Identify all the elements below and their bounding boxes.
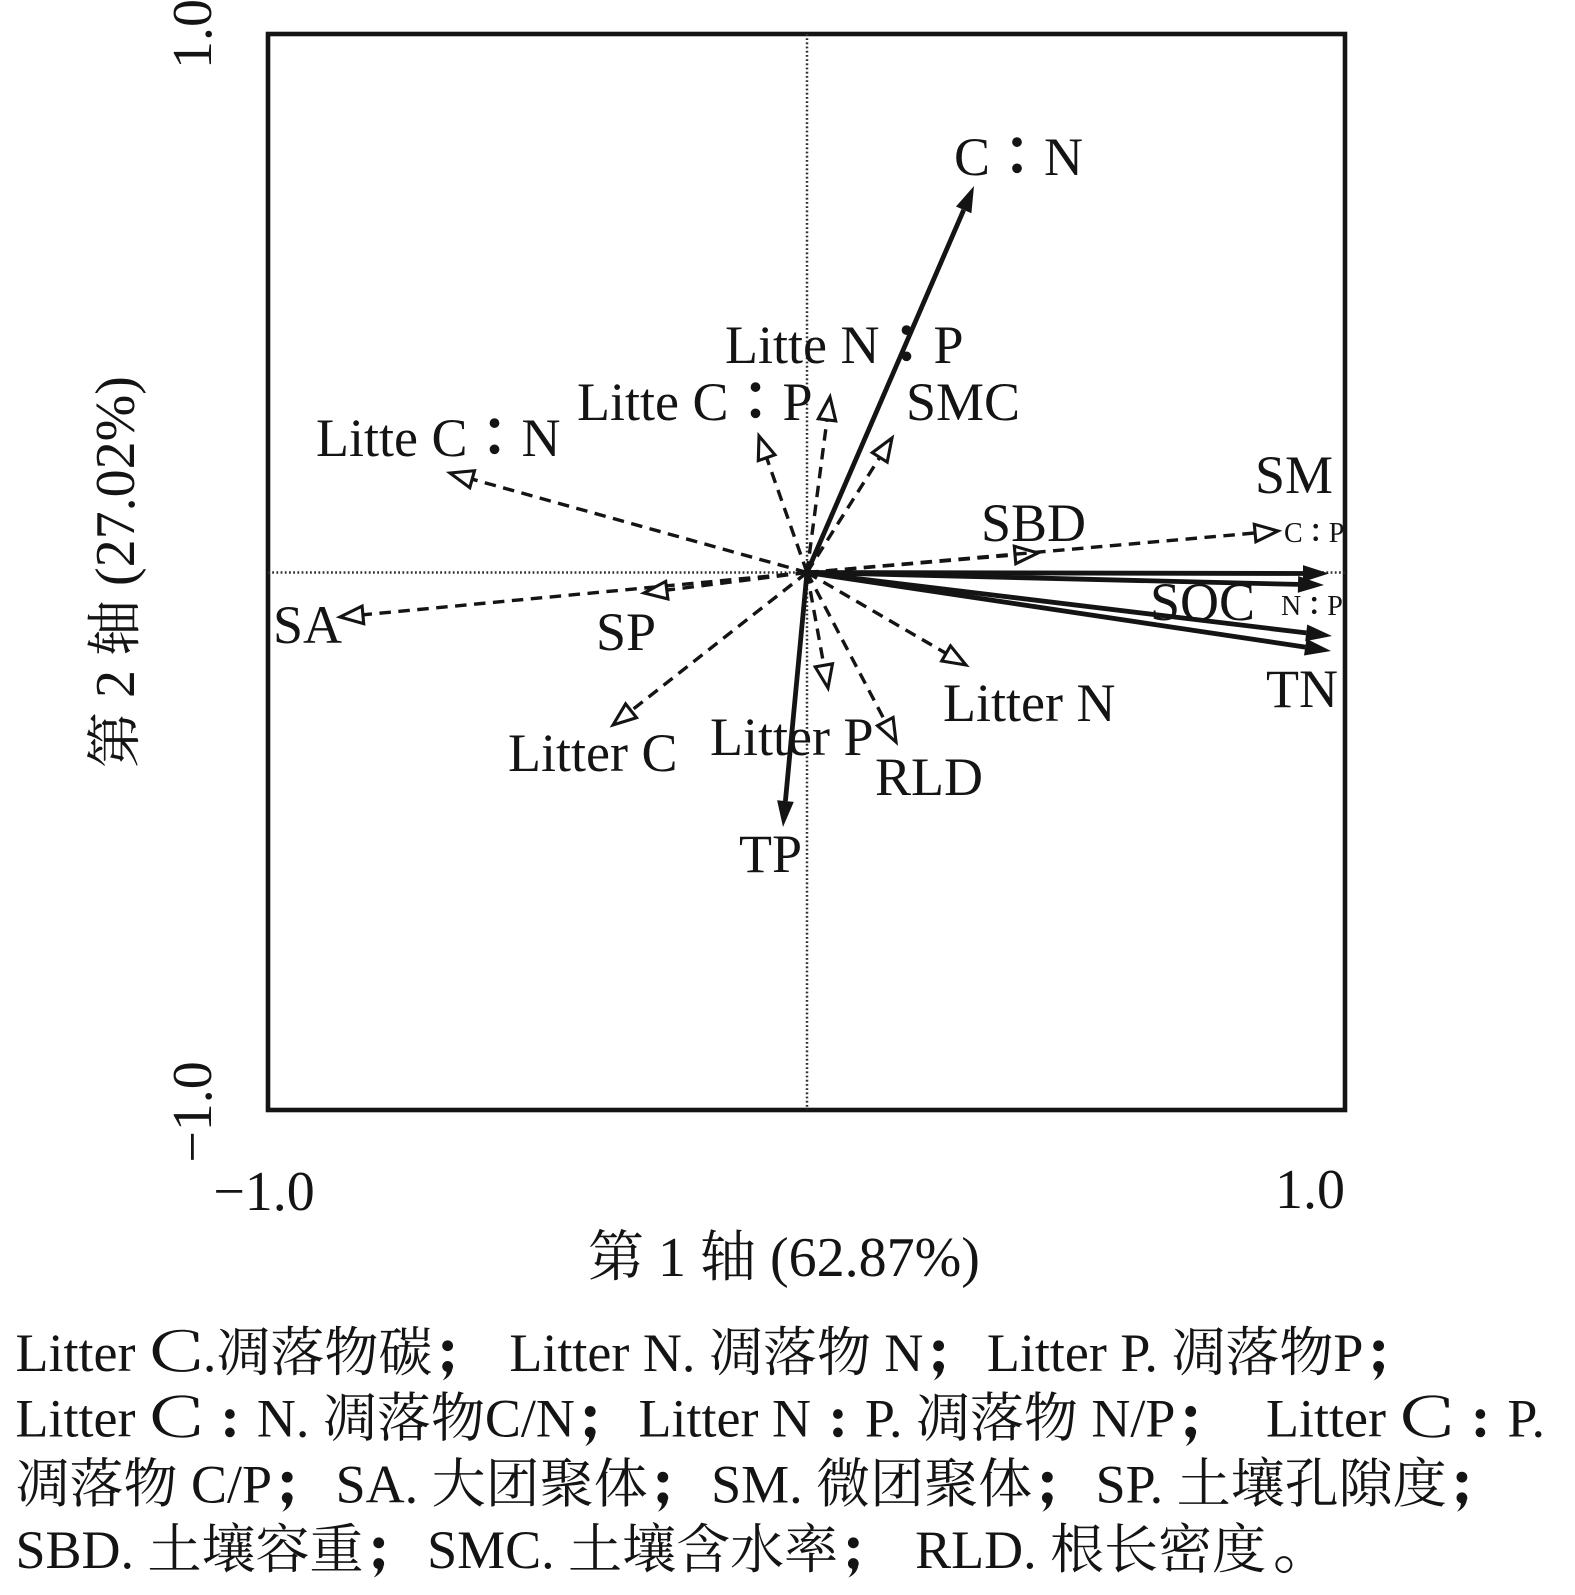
svg-text:Litter N: Litter N [943, 673, 1115, 733]
svg-text:RLD: RLD [875, 747, 983, 807]
svg-text:Litter P: Litter P [710, 707, 873, 767]
svg-text:SBD.: SBD. [16, 1520, 148, 1580]
svg-text:N: N [1281, 591, 1301, 622]
svg-text:.: . [203, 1323, 217, 1383]
svg-text:Litte C: Litte C [577, 372, 728, 432]
svg-text:P.: P. [865, 1389, 916, 1449]
svg-text:TP: TP [739, 824, 802, 884]
svg-text:(27.02%): (27.02%) [85, 376, 147, 600]
svg-text:TN: TN [1266, 659, 1338, 719]
svg-text:Litte C: Litte C [316, 408, 467, 468]
svg-text:Litter C: Litter C [508, 723, 677, 783]
svg-text:N: N [522, 408, 561, 468]
svg-text:P: P [934, 315, 964, 375]
svg-text:(62.87%): (62.87%) [756, 1227, 980, 1289]
svg-text:Litte N: Litte N [725, 315, 879, 375]
svg-text:SM.: SM. [698, 1454, 817, 1514]
svg-text:Litter: Litter [1226, 1389, 1400, 1449]
svg-text:Litter N: Litter N [625, 1389, 811, 1449]
svg-text:P: P [783, 372, 813, 432]
svg-text:N/P: N/P [1078, 1389, 1176, 1449]
svg-text:SP: SP [596, 602, 656, 662]
svg-text:1.0: 1.0 [1275, 1159, 1345, 1221]
svg-text:N: N [871, 1323, 924, 1383]
svg-text:Litter N.: Litter N. [482, 1323, 708, 1383]
svg-text:SBD: SBD [981, 493, 1086, 553]
svg-text:N.: N. [257, 1389, 323, 1449]
svg-text:2: 2 [85, 656, 147, 712]
svg-text:1.0: 1.0 [162, 0, 224, 69]
svg-text:SM: SM [1255, 445, 1333, 505]
svg-text:C/N: C/N [485, 1389, 575, 1449]
svg-text:P.: P. [1507, 1389, 1545, 1449]
svg-text:P: P [1333, 1323, 1363, 1383]
svg-text:C: C [954, 127, 990, 187]
svg-text:SA: SA [273, 595, 342, 655]
svg-text:RLD.: RLD. [888, 1520, 1050, 1580]
svg-text:SA.: SA. [322, 1454, 432, 1514]
svg-text:Litter: Litter [16, 1389, 149, 1449]
svg-text:C: C [1284, 518, 1303, 549]
svg-text:SMC: SMC [906, 372, 1020, 432]
svg-text:SOC: SOC [1150, 572, 1255, 632]
svg-text:P: P [1327, 591, 1343, 622]
svg-text:SP.: SP. [1082, 1454, 1177, 1514]
svg-text:C/P: C/P [178, 1454, 273, 1514]
svg-text:P: P [1329, 518, 1345, 549]
svg-text:Litter: Litter [16, 1323, 149, 1383]
svg-text:1: 1 [644, 1227, 700, 1289]
svg-text:Litter P.: Litter P. [973, 1323, 1171, 1383]
svg-text:−1.0: −1.0 [213, 1161, 315, 1223]
svg-text:SMC.: SMC. [414, 1520, 569, 1580]
svg-text:N: N [1044, 127, 1083, 187]
svg-text:−1.0: −1.0 [162, 1061, 224, 1163]
